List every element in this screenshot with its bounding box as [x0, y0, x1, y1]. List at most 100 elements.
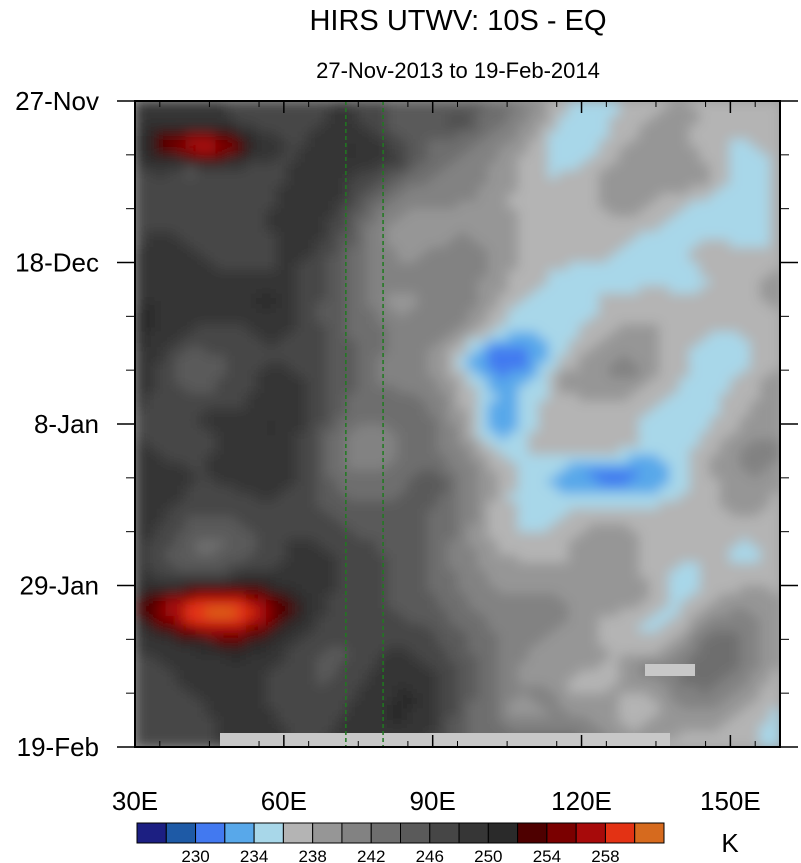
field-cell: [477, 608, 489, 617]
field-cell: [608, 470, 620, 479]
field-cell: [618, 370, 630, 379]
field-cell: [366, 154, 378, 164]
field-cell: [356, 216, 368, 225]
field-cell: [729, 124, 741, 133]
field-cell: [407, 693, 418, 702]
field-cell: [336, 531, 348, 540]
field-cell: [386, 470, 398, 479]
field-cell: [638, 670, 650, 679]
field-cell: [205, 308, 217, 317]
field-cell: [205, 101, 217, 110]
field-cell: [165, 508, 176, 517]
field-cell: [487, 285, 499, 294]
field-cell: [497, 600, 509, 610]
field-cell: [376, 562, 388, 571]
field-cell: [507, 631, 519, 640]
field-cell: [528, 485, 539, 494]
field-cell: [366, 277, 378, 287]
field-cell: [417, 377, 428, 387]
field-cell: [618, 285, 630, 294]
field-cell: [185, 477, 197, 487]
field-cell: [659, 431, 670, 440]
field-cell: [538, 670, 549, 679]
field-cell: [175, 608, 186, 617]
field-cell: [326, 616, 338, 625]
field-cell: [205, 208, 217, 217]
field-cell: [538, 224, 549, 233]
field-cell: [336, 354, 348, 364]
field-cell: [477, 216, 489, 225]
field-cell: [477, 300, 489, 310]
field-cell: [427, 600, 438, 610]
field-cell: [155, 324, 166, 333]
field-cell: [477, 670, 489, 679]
field-cell: [165, 631, 176, 640]
field-cell: [769, 154, 780, 164]
field-cell: [437, 208, 449, 217]
field-cell: [548, 393, 559, 402]
field-cell: [769, 200, 780, 210]
field-cell: [669, 516, 680, 525]
field-cell: [155, 347, 166, 356]
field-cell: [457, 685, 469, 694]
field-cell: [689, 493, 700, 502]
field-cell: [608, 662, 620, 671]
field-cell: [407, 424, 418, 433]
field-cell: [306, 270, 318, 279]
field-cell: [437, 324, 449, 333]
field-cell: [145, 139, 156, 148]
field-cell: [346, 331, 358, 341]
field-cell: [306, 462, 318, 471]
field-cell: [769, 570, 780, 579]
field-cell: [517, 200, 529, 210]
field-cell: [145, 431, 156, 440]
field-cell: [477, 262, 489, 271]
field-cell: [447, 585, 459, 594]
field-cell: [507, 285, 519, 294]
field-cell: [407, 185, 418, 194]
field-cell: [578, 677, 590, 687]
field-cell: [588, 508, 600, 517]
field-cell: [648, 623, 660, 633]
field-cell: [245, 393, 257, 402]
field-cell: [215, 539, 227, 548]
field-cell: [386, 547, 398, 556]
field-cell: [628, 170, 640, 179]
field-cell: [769, 354, 780, 364]
field-cell: [487, 300, 499, 310]
field-cell: [245, 416, 257, 425]
field-cell: [356, 370, 368, 379]
field-cell: [689, 431, 700, 440]
field-cell: [366, 685, 378, 694]
field-cell: [397, 577, 408, 587]
field-cell: [165, 370, 176, 379]
field-cell: [155, 316, 166, 325]
field-cell: [316, 270, 328, 279]
field-cell: [346, 385, 358, 394]
field-cell: [769, 124, 780, 133]
field-cell: [326, 447, 338, 456]
field-cell: [497, 424, 509, 433]
field-cell: [356, 685, 368, 694]
field-cell: [286, 154, 297, 164]
field-cell: [245, 670, 257, 679]
field-cell: [225, 631, 237, 640]
field-cell: [769, 408, 780, 417]
field-cell: [769, 231, 780, 241]
field-cell: [648, 108, 660, 117]
field-cell: [215, 408, 227, 417]
field-cell: [185, 124, 197, 133]
field-cell: [447, 308, 459, 317]
field-cell: [286, 662, 297, 671]
field-cell: [638, 377, 650, 387]
field-cell: [185, 677, 197, 687]
field-cell: [618, 508, 630, 517]
field-cell: [467, 631, 479, 640]
field-cell: [608, 362, 620, 371]
field-cell: [155, 385, 166, 394]
field-cell: [316, 585, 328, 594]
field-cell: [195, 408, 207, 417]
field-cell: [336, 177, 348, 187]
field-cell: [386, 139, 398, 148]
field-cell: [316, 262, 328, 271]
